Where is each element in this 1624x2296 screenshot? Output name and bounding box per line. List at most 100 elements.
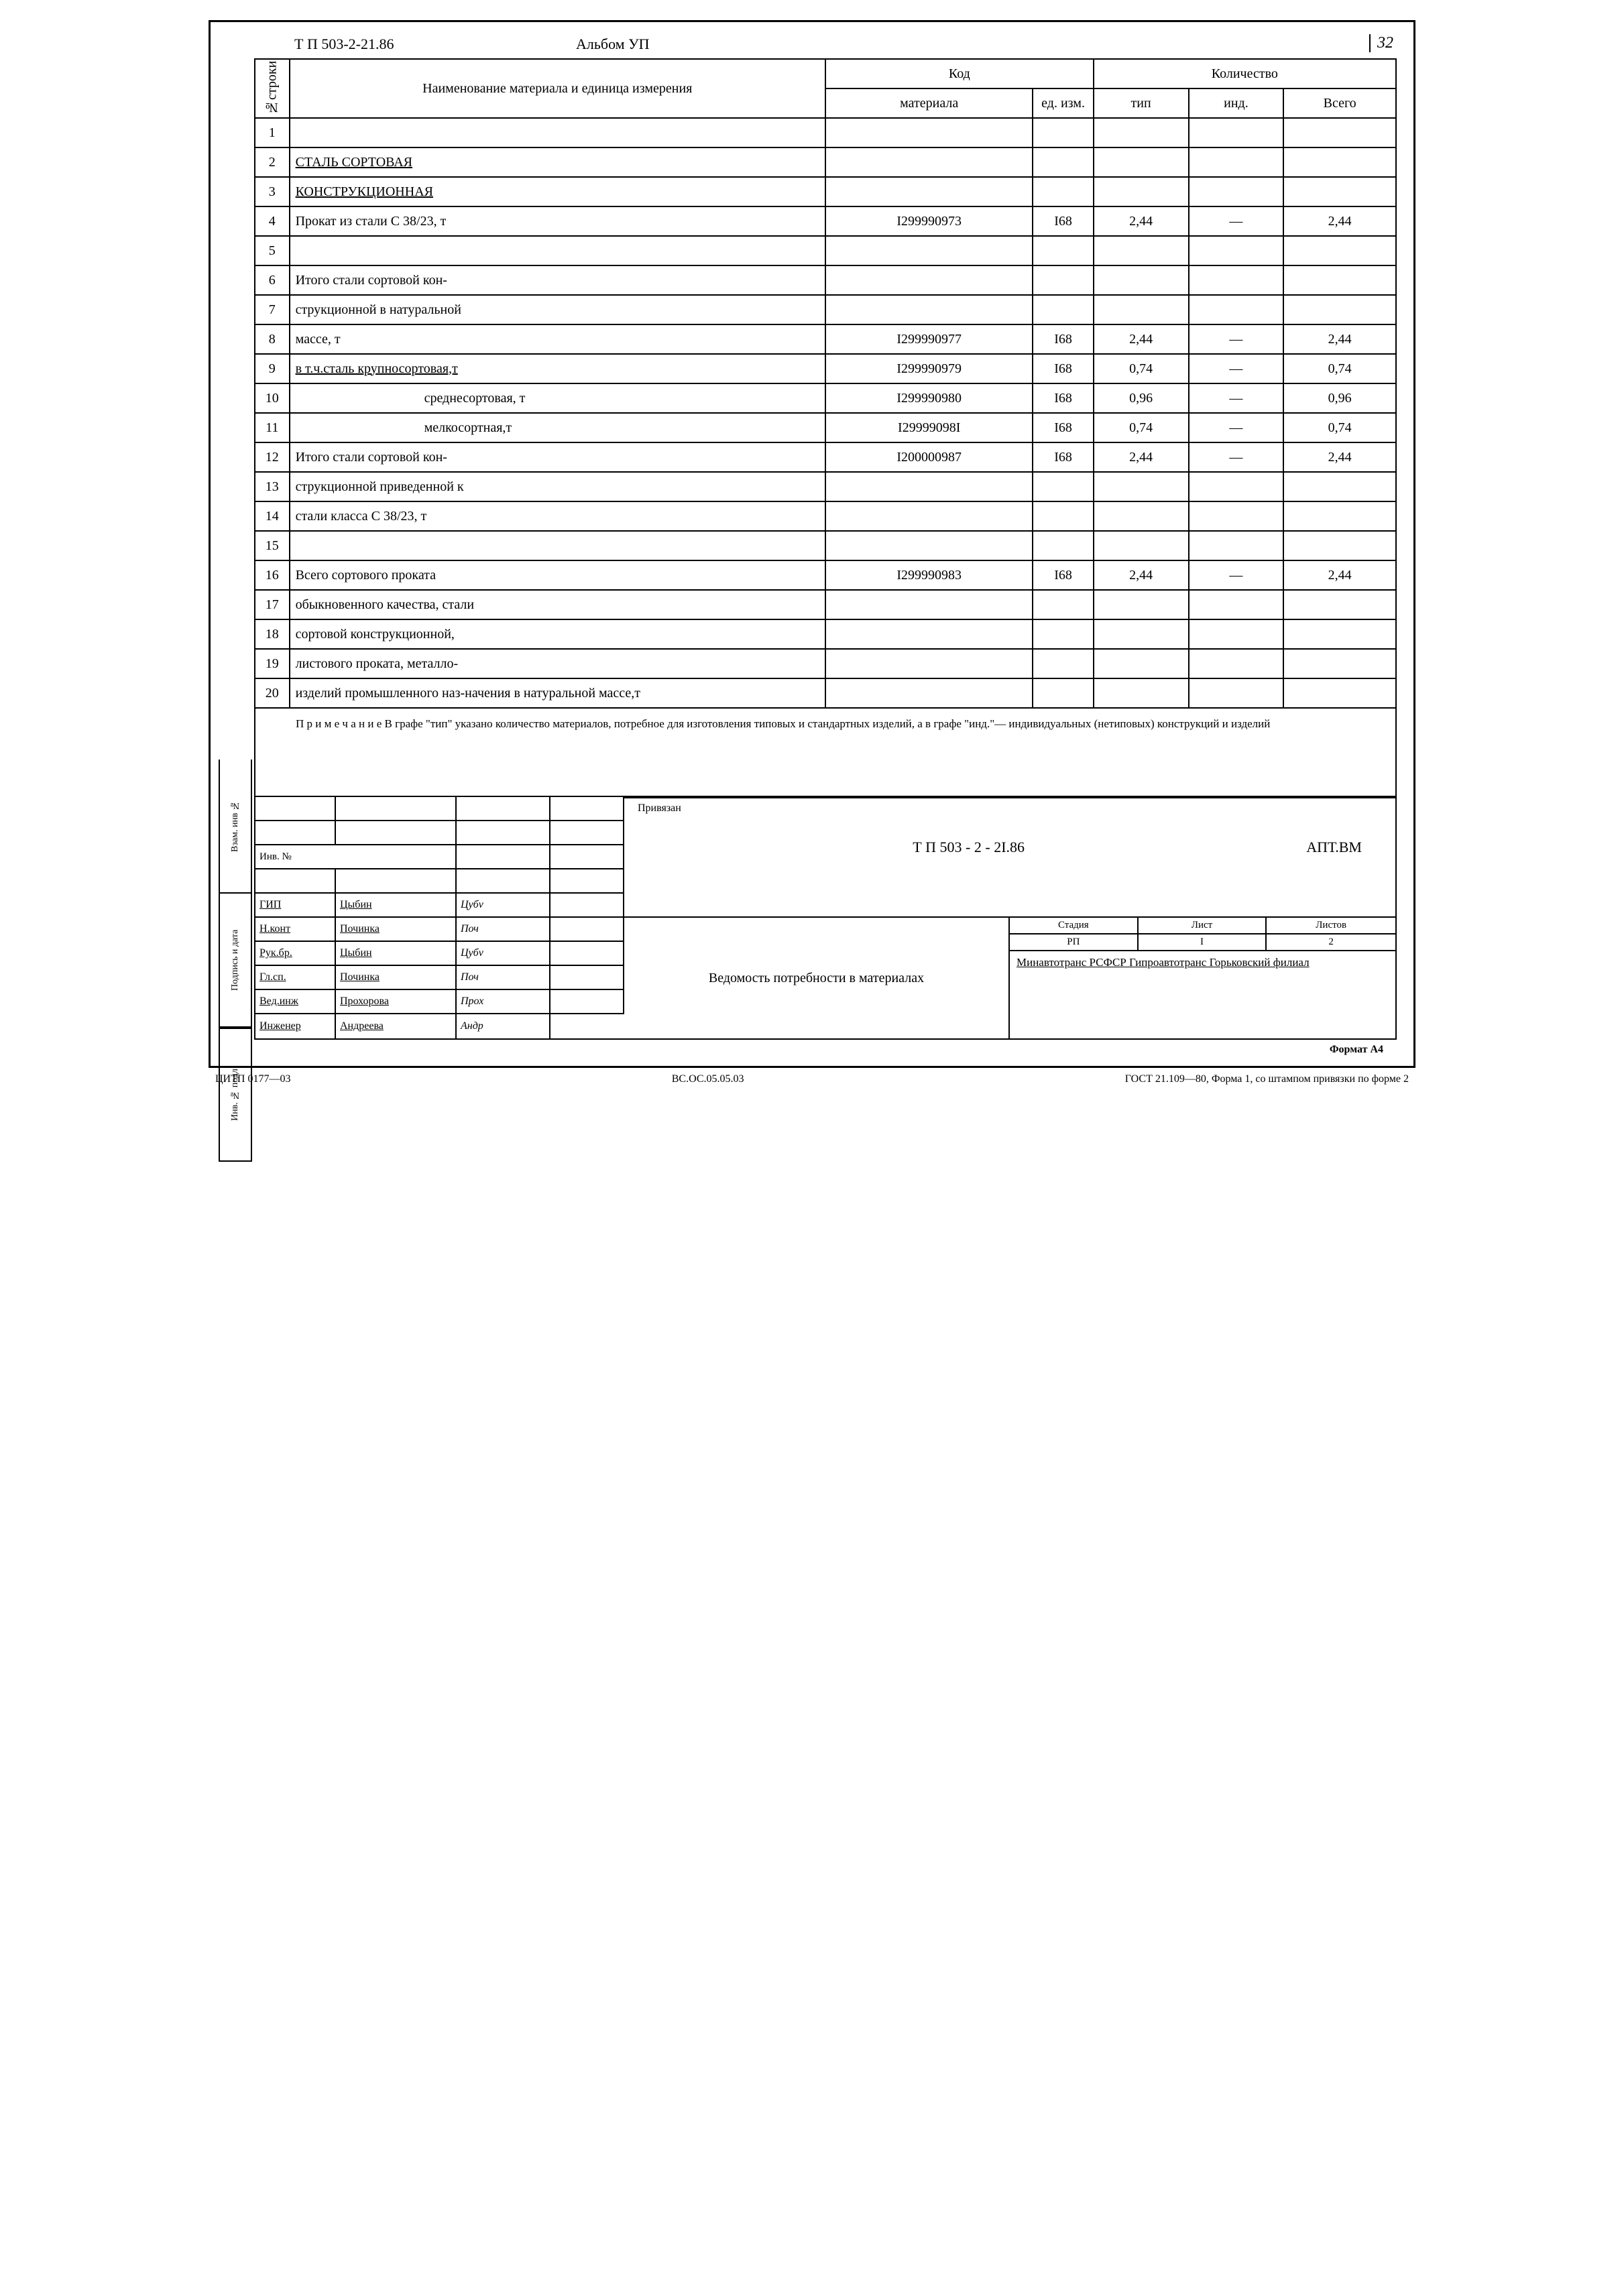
table-cell: 0,74 (1094, 354, 1189, 383)
table-cell (1033, 265, 1093, 295)
role-date (550, 918, 624, 942)
role-name: Цыбин (336, 942, 457, 966)
role-sig: Цубv (457, 942, 550, 966)
table-cell: 2,44 (1094, 560, 1189, 590)
table-cell: 3 (255, 177, 290, 206)
table-cell (1189, 295, 1284, 324)
table-cell: стали класса С 38/23, т (290, 501, 825, 531)
table-cell: 20 (255, 678, 290, 708)
table-cell: 2,44 (1094, 442, 1189, 472)
role-name: Андреева (336, 1014, 457, 1038)
table-cell (825, 118, 1033, 147)
table-cell (1189, 590, 1284, 619)
role-date (550, 894, 624, 918)
table-cell (1283, 678, 1396, 708)
role-date (550, 1014, 624, 1038)
table-cell (1283, 501, 1396, 531)
table-cell (1189, 177, 1284, 206)
note-text: П р и м е ч а н и е В графе "тип" указан… (255, 709, 1395, 796)
role-date (550, 942, 624, 966)
table-cell: 15 (255, 531, 290, 560)
footer-right: ГОСТ 21.109—80, Форма 1, со штампом прив… (1125, 1073, 1409, 1085)
stamp-empty (457, 821, 550, 845)
stamp-empty (457, 869, 550, 894)
role-name: Починка (336, 966, 457, 990)
table-cell (1283, 236, 1396, 265)
stadia-header: Стадия (1010, 918, 1139, 933)
table-cell (1033, 118, 1093, 147)
table-cell (1094, 177, 1189, 206)
table-cell (1189, 147, 1284, 177)
table-cell (1283, 619, 1396, 649)
role-sig: Поч (457, 966, 550, 990)
col-rownum-header: №строки (255, 59, 290, 118)
stamp-empty (550, 797, 624, 821)
table-cell: Итого стали сортовой кон- (290, 442, 825, 472)
role-date (550, 990, 624, 1014)
table-cell: 0,74 (1094, 413, 1189, 442)
role-date (550, 966, 624, 990)
table-cell: 2,44 (1283, 324, 1396, 354)
table-row: 17обыкновенного качества, стали (255, 590, 1396, 619)
table-cell (1033, 472, 1093, 501)
footer: ЦИТП 0177—03 ВС.ОС.05.05.03 ГОСТ 21.109—… (209, 1073, 1415, 1085)
table-row: 12Итого стали сортовой кон-I200000987I68… (255, 442, 1396, 472)
table-cell (1094, 236, 1189, 265)
table-cell: сортовой конструкционной, (290, 619, 825, 649)
table-cell (1094, 295, 1189, 324)
table-cell (825, 531, 1033, 560)
table-cell (825, 678, 1033, 708)
table-cell (1189, 265, 1284, 295)
table-cell: 5 (255, 236, 290, 265)
role-sig: Прох (457, 990, 550, 1014)
table-cell (825, 472, 1033, 501)
table-row: 13струкционной приведенной к (255, 472, 1396, 501)
table-cell: 2,44 (1283, 442, 1396, 472)
stamp-empty (550, 821, 624, 845)
table-cell (1283, 590, 1396, 619)
table-cell: I68 (1033, 560, 1093, 590)
table-cell (1033, 590, 1093, 619)
table-cell: — (1189, 442, 1284, 472)
table-cell: I68 (1033, 442, 1093, 472)
col-code-header: Код (825, 59, 1094, 88)
table-cell: мелкосортная,т (290, 413, 825, 442)
table-cell (1283, 531, 1396, 560)
table-cell (1033, 501, 1093, 531)
table-row: 14стали класса С 38/23, т (255, 501, 1396, 531)
inv-no-label: Инв. № (255, 845, 457, 869)
table-cell: 19 (255, 649, 290, 678)
side-tab: Взам. инв № (219, 760, 252, 894)
table-cell (1094, 590, 1189, 619)
side-tabs: Взам. инв № Подпись и дата Инв. № подл (219, 760, 252, 1162)
role-label: Н.конт (255, 918, 336, 942)
table-cell: I299990973 (825, 206, 1033, 236)
table-cell (1094, 531, 1189, 560)
table-cell (1189, 501, 1284, 531)
table-cell: I299990979 (825, 354, 1033, 383)
role-sig: Андр (457, 1014, 550, 1038)
table-cell (1189, 649, 1284, 678)
table-cell (1094, 649, 1189, 678)
table-row: 9в т.ч.сталь крупносортовая,тI299990979I… (255, 354, 1396, 383)
table-row: 20изделий промышленного наз-начения в на… (255, 678, 1396, 708)
listov-value: 2 (1267, 934, 1395, 950)
table-cell: I299990983 (825, 560, 1033, 590)
table-cell: 0,96 (1094, 383, 1189, 413)
table-cell: 18 (255, 619, 290, 649)
table-cell (1189, 531, 1284, 560)
table-cell: 2 (255, 147, 290, 177)
table-cell: — (1189, 206, 1284, 236)
stamp-empty (336, 797, 457, 821)
table-row: 3КОНСТРУКЦИОННАЯ (255, 177, 1396, 206)
table-cell (1094, 118, 1189, 147)
stamp-empty (457, 845, 550, 869)
table-cell: I68 (1033, 354, 1093, 383)
table-cell: — (1189, 383, 1284, 413)
table-cell: — (1189, 354, 1284, 383)
table-cell: 2,44 (1094, 206, 1189, 236)
role-label: Рук.бр. (255, 942, 336, 966)
stamp-section: П р и м е ч а н и е В графе "тип" указан… (254, 709, 1397, 1040)
table-row: 4Прокат из стали С 38/23, тI299990973I68… (255, 206, 1396, 236)
table-cell: 1 (255, 118, 290, 147)
